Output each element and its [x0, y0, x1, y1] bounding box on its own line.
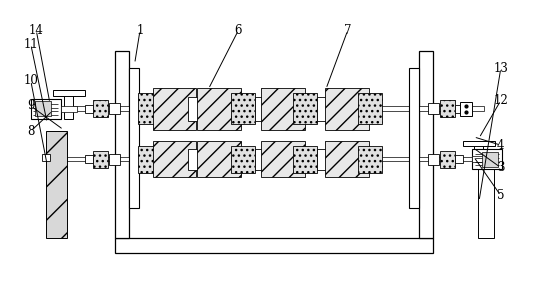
- Bar: [231, 146, 255, 173]
- Bar: [197, 141, 241, 177]
- Bar: [472, 149, 502, 169]
- Bar: [255, 149, 275, 170]
- Bar: [326, 141, 369, 177]
- Bar: [293, 146, 317, 173]
- Bar: [61, 106, 77, 112]
- Bar: [153, 141, 196, 177]
- Bar: [31, 99, 61, 118]
- Bar: [116, 238, 432, 253]
- Bar: [85, 155, 93, 163]
- Text: 1: 1: [136, 24, 144, 37]
- Bar: [116, 51, 129, 238]
- Bar: [463, 141, 495, 146]
- Bar: [45, 131, 67, 238]
- Text: 9: 9: [27, 100, 35, 113]
- Text: 14: 14: [29, 24, 44, 37]
- Bar: [109, 154, 120, 165]
- Bar: [317, 149, 336, 170]
- Bar: [440, 100, 455, 117]
- Bar: [64, 107, 484, 111]
- Bar: [428, 154, 439, 165]
- Bar: [478, 159, 494, 238]
- Text: 11: 11: [24, 38, 38, 51]
- Bar: [455, 105, 463, 113]
- Text: 4: 4: [497, 139, 505, 152]
- Bar: [129, 68, 139, 208]
- Bar: [261, 141, 305, 177]
- Bar: [93, 151, 108, 168]
- Bar: [358, 146, 382, 173]
- Bar: [255, 97, 275, 120]
- Bar: [261, 88, 305, 130]
- Text: 13: 13: [493, 61, 509, 74]
- Bar: [293, 93, 317, 124]
- Text: 5: 5: [497, 189, 505, 202]
- Bar: [64, 95, 73, 118]
- Bar: [35, 102, 51, 116]
- Bar: [197, 88, 241, 130]
- Text: 6: 6: [235, 24, 242, 37]
- Bar: [440, 151, 455, 168]
- Bar: [472, 157, 486, 162]
- Bar: [231, 93, 255, 124]
- Bar: [460, 102, 472, 116]
- Bar: [64, 157, 484, 162]
- Text: 12: 12: [493, 94, 508, 107]
- Bar: [317, 97, 336, 120]
- Text: 7: 7: [344, 24, 352, 37]
- Bar: [53, 91, 85, 96]
- Bar: [455, 155, 463, 163]
- Bar: [419, 51, 432, 238]
- Text: 8: 8: [27, 125, 35, 138]
- Bar: [326, 88, 369, 130]
- Bar: [409, 68, 419, 208]
- Bar: [482, 152, 498, 167]
- Bar: [473, 145, 483, 169]
- Bar: [428, 103, 439, 114]
- Bar: [109, 103, 120, 114]
- Bar: [187, 97, 207, 120]
- Text: 3: 3: [497, 161, 505, 174]
- Bar: [187, 149, 207, 170]
- Bar: [42, 154, 50, 161]
- Bar: [139, 93, 163, 124]
- Bar: [85, 105, 93, 113]
- Bar: [358, 93, 382, 124]
- Text: 10: 10: [24, 74, 38, 87]
- Bar: [139, 146, 163, 173]
- Bar: [93, 100, 108, 117]
- Bar: [153, 88, 196, 130]
